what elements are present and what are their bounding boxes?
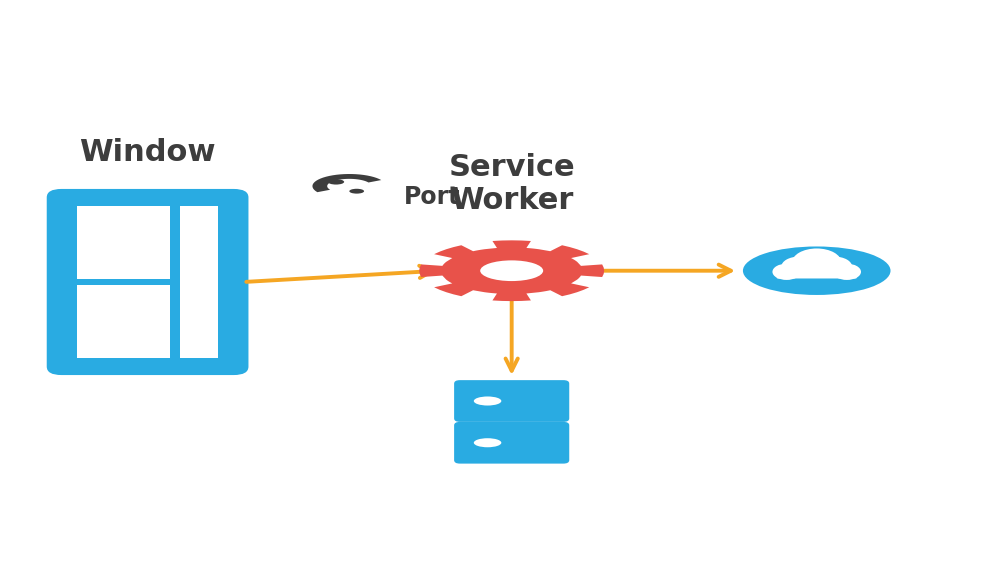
Ellipse shape [781,257,817,277]
FancyBboxPatch shape [77,285,170,358]
FancyBboxPatch shape [776,267,857,279]
Ellipse shape [792,249,841,277]
FancyBboxPatch shape [455,422,569,464]
Text: Port: Port [403,186,460,209]
FancyBboxPatch shape [47,189,248,375]
Ellipse shape [474,438,502,447]
FancyBboxPatch shape [180,206,218,358]
Text: Window: Window [80,138,215,167]
Ellipse shape [349,189,364,193]
Ellipse shape [817,257,852,277]
Ellipse shape [480,261,543,281]
FancyBboxPatch shape [455,380,569,422]
Ellipse shape [772,264,801,280]
Ellipse shape [328,179,344,184]
Ellipse shape [832,264,861,280]
Polygon shape [419,240,604,301]
Ellipse shape [474,396,502,406]
Polygon shape [313,174,381,192]
FancyBboxPatch shape [77,206,170,279]
Text: Service
Worker: Service Worker [449,153,575,215]
Ellipse shape [743,246,891,295]
